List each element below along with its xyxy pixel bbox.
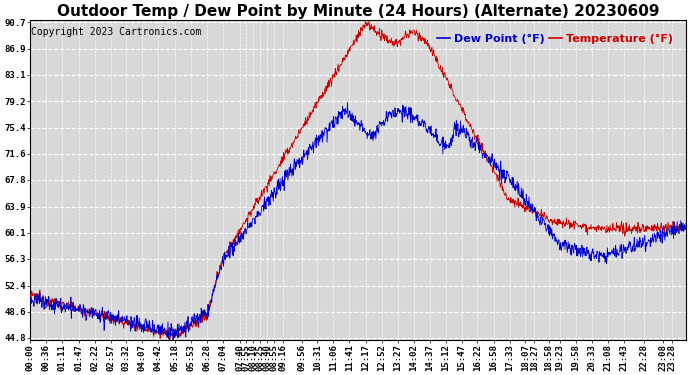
Title: Outdoor Temp / Dew Point by Minute (24 Hours) (Alternate) 20230609: Outdoor Temp / Dew Point by Minute (24 H… — [57, 4, 659, 19]
Legend: Dew Point (°F), Temperature (°F): Dew Point (°F), Temperature (°F) — [433, 29, 677, 48]
Text: Copyright 2023 Cartronics.com: Copyright 2023 Cartronics.com — [31, 27, 201, 37]
